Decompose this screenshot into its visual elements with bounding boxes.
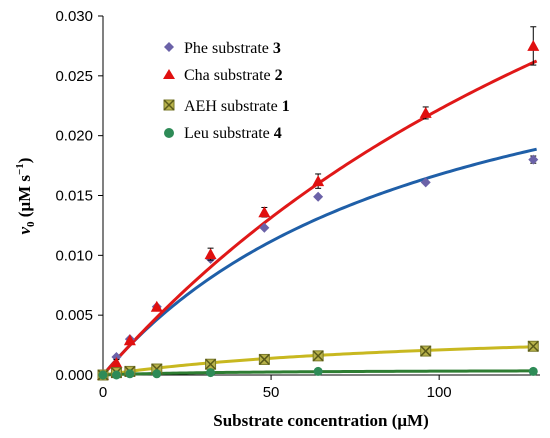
data-point-leu	[111, 370, 121, 380]
data-point-aeh	[205, 358, 217, 370]
legend-item-aeh: AEH substrate 1	[163, 98, 290, 115]
legend-label-cha-name: Cha substrate	[184, 67, 271, 84]
legend-marker-phe	[164, 42, 174, 52]
y-axis-title-units: (μM s	[15, 175, 34, 222]
x-axis-title: Substrate concentration (μM)	[213, 411, 429, 430]
x-tick-label: 100	[427, 384, 452, 401]
data-point-cha	[150, 300, 163, 312]
data-point-aeh-cross	[312, 350, 324, 362]
x-tick-label: 50	[263, 384, 280, 401]
ticks: 0.000 0.005 0.010 0.015 0.020 0.025 0.030 0 50 10…	[55, 8, 451, 401]
data-point-aeh	[527, 340, 539, 352]
data-point-cha	[312, 175, 325, 187]
legend-label-phe: Phe substrate 3	[184, 40, 281, 57]
data-point-aeh	[312, 350, 324, 362]
data-point-cha	[123, 334, 136, 346]
data-point-aeh-cross	[527, 340, 539, 352]
data-point-leu	[125, 369, 135, 379]
y-tick-label: 0.010	[55, 247, 93, 264]
data-point-leu	[152, 369, 162, 379]
data-points	[97, 26, 540, 381]
y-axis-title-close: )	[15, 158, 34, 164]
data-point-cha	[110, 357, 123, 369]
fit-curve-phe	[101, 147, 537, 376]
y-axis-title: v0 (μM s−1)	[14, 158, 37, 235]
data-point-cha	[204, 248, 217, 260]
legend-label-cha-num: 2	[275, 67, 283, 84]
data-point-aeh-cross	[205, 358, 217, 370]
y-tick-label: 0.000	[55, 367, 93, 384]
legend-marker-cha	[163, 69, 175, 79]
legend-label-cha: Cha substrate 2	[184, 67, 283, 84]
y-tick-label: 0.015	[55, 188, 93, 205]
y-axis-title-sub: 0	[25, 221, 37, 227]
x-tick-label: 0	[99, 384, 107, 401]
data-point-aeh	[258, 353, 270, 365]
legend-item-phe: Phe substrate 3	[164, 40, 281, 57]
legend-label-phe-num: 3	[273, 40, 281, 57]
data-point-phe	[259, 222, 270, 233]
legend: Phe substrate 3 Cha substrate 2 AEH subs…	[163, 40, 290, 142]
y-tick-label: 0.005	[55, 307, 93, 324]
data-point-leu	[528, 366, 538, 376]
data-point-aeh	[420, 345, 432, 357]
data-point-cha	[527, 39, 540, 51]
y-axis-title-v: v	[15, 226, 34, 234]
data-point-phe	[528, 154, 539, 165]
data-point-phe	[313, 191, 324, 202]
legend-label-leu-num: 4	[274, 125, 282, 142]
legend-label-leu: Leu substrate 4	[184, 125, 282, 142]
data-point-cha	[419, 106, 432, 118]
legend-label-aeh-num: 1	[282, 98, 290, 115]
data-point-leu	[313, 366, 323, 376]
data-point-aeh-cross	[258, 353, 270, 365]
legend-label-leu-name: Leu substrate	[184, 125, 270, 142]
y-tick-label: 0.025	[55, 68, 93, 85]
data-point-cha	[258, 206, 271, 218]
legend-item-leu: Leu substrate 4	[164, 125, 282, 142]
legend-marker-aeh-x2	[163, 99, 175, 111]
data-point-leu	[98, 370, 108, 380]
data-point-aeh-cross	[420, 345, 432, 357]
data-point-leu	[206, 368, 216, 378]
y-axis-title-sup: −1	[14, 163, 26, 175]
legend-marker-leu	[164, 128, 174, 138]
legend-label-phe-name: Phe substrate	[184, 40, 269, 57]
y-tick-label: 0.020	[55, 128, 93, 145]
y-tick-label: 0.030	[55, 8, 93, 25]
legend-label-aeh: AEH substrate 1	[184, 98, 290, 115]
legend-item-cha: Cha substrate 2	[163, 67, 283, 84]
legend-label-aeh-name: AEH substrate	[184, 98, 278, 115]
data-point-phe	[420, 177, 431, 188]
